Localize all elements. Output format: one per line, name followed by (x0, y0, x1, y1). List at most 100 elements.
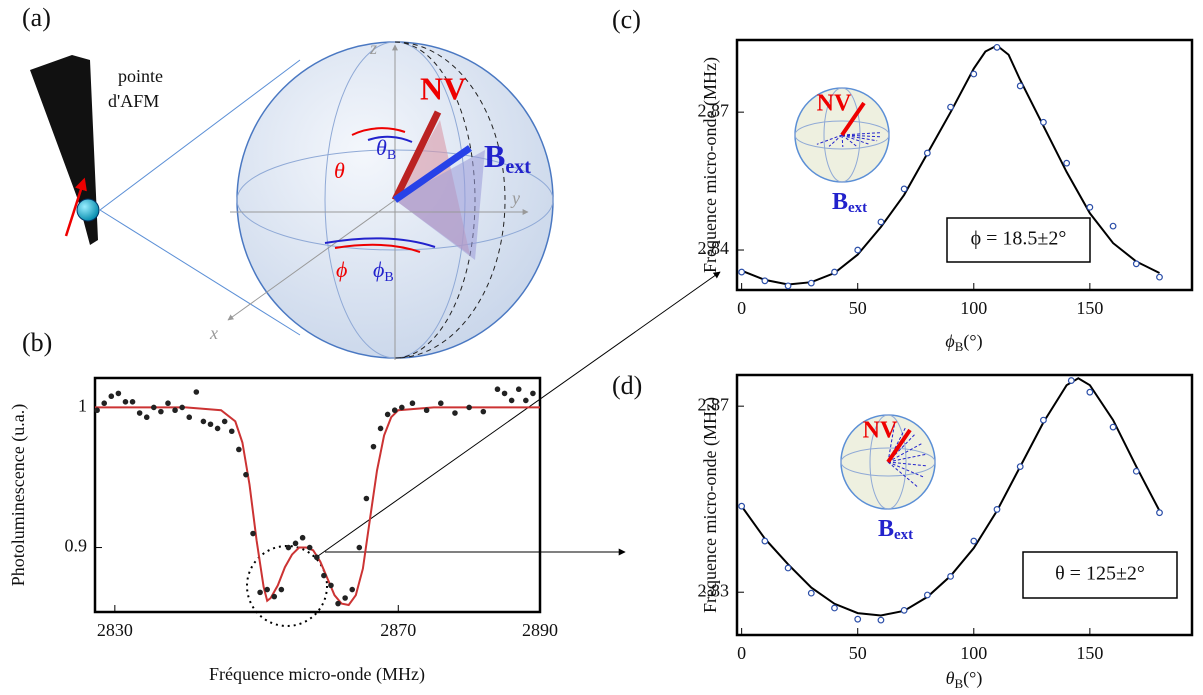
panel-label: (b) (22, 328, 52, 357)
data-point (94, 407, 100, 414)
data-point (1109, 423, 1117, 431)
data-point (349, 586, 356, 593)
data-point (409, 400, 416, 407)
bext-symbol: B (832, 189, 848, 215)
inset-field-arrow (887, 461, 919, 489)
data-point (158, 408, 164, 415)
data-point (292, 540, 299, 547)
x-tick-label: 0 (737, 298, 746, 318)
data-point (165, 400, 171, 407)
theta-b-arc (367, 135, 413, 143)
data-point (122, 399, 129, 405)
link-arrow (317, 271, 721, 557)
data-point (437, 400, 444, 407)
data-point (761, 277, 769, 285)
data-point (923, 591, 931, 599)
data-point (993, 506, 1001, 513)
data-point (530, 390, 536, 397)
data-point (264, 586, 270, 593)
x-axis-label-unit: (°) (963, 668, 982, 689)
data-point (108, 393, 115, 400)
data-point (1086, 388, 1094, 396)
data-point (807, 279, 815, 287)
inset-field-arrow (887, 442, 924, 463)
inset-meridian (823, 87, 861, 183)
data-point (1132, 260, 1140, 268)
data-point (501, 390, 508, 397)
angle-label: θB (376, 135, 396, 163)
plot-frame (93, 376, 542, 614)
data-point (257, 589, 263, 596)
nv-label: NV (420, 70, 466, 106)
bext-arrow (393, 145, 472, 203)
angle-symbol: ϕ (336, 257, 347, 282)
angle-sub: B (387, 148, 396, 163)
x-axis-label-symbol: ϕ (945, 331, 954, 351)
theta-arc (351, 127, 406, 136)
data-point (1156, 273, 1163, 281)
inset-field-arrow (816, 134, 843, 145)
data-point (101, 400, 108, 407)
inset-nv-label: NV (817, 91, 852, 117)
data-point (186, 414, 193, 421)
angle-sub: B (384, 270, 393, 285)
data-point (738, 502, 746, 510)
inset-field-arrow (887, 453, 928, 463)
inset-equator (794, 120, 890, 150)
plot-frame (735, 38, 1194, 292)
data-point (391, 407, 398, 414)
fit-line (740, 377, 1161, 617)
data-point (278, 586, 285, 593)
data-point (399, 404, 405, 411)
data-point (761, 537, 769, 545)
data-point (900, 185, 908, 193)
annotation: ϕ = 18.5±2° (971, 228, 1067, 250)
y-axis-label: Fréquence micro-onde (MHz) (700, 57, 721, 273)
data-point (1040, 118, 1047, 126)
x-axis-label-unit: (°) (963, 331, 982, 352)
tip-label: d'AFM (108, 91, 159, 111)
tip-arrow (64, 177, 87, 237)
plot-frame (735, 373, 1194, 637)
data-point (508, 397, 515, 404)
bext-symbol: B (484, 138, 505, 174)
fit-line (741, 44, 1160, 286)
data-point (299, 534, 306, 541)
axis-label: y (510, 188, 520, 208)
x-tick-label: 50 (849, 298, 867, 318)
inset-field-arrow (841, 132, 882, 136)
x-tick-label: 0 (737, 643, 746, 663)
data-point (854, 615, 862, 623)
inset-field-arrow (887, 461, 928, 467)
data-point (466, 404, 472, 411)
x-tick-label: 150 (1076, 643, 1103, 663)
x-tick-label: 150 (1076, 298, 1103, 318)
axis-label: x (209, 323, 218, 343)
axis-label: z (369, 38, 377, 58)
data-point (947, 103, 954, 111)
data-point (271, 593, 278, 600)
zoom-line (99, 209, 301, 336)
data-point (900, 606, 908, 614)
y-tick-label: 2.87 (698, 394, 730, 414)
data-point (1067, 377, 1075, 384)
data-point (480, 408, 487, 415)
diagram-a: (a) pointe d'AFM z y x NV Bext θB θ ϕ ϕB (22, 3, 554, 360)
data-point (193, 389, 200, 395)
data-point (1016, 463, 1024, 471)
data-point (214, 425, 221, 432)
data-point (1086, 203, 1094, 211)
x-tick-label: 100 (960, 643, 987, 663)
angle-label: ϕ (336, 257, 347, 282)
data-point (1063, 159, 1071, 167)
data-point (877, 616, 885, 624)
phi-b-arc (324, 237, 436, 248)
inset-field-arrow (841, 134, 844, 148)
data-point (328, 582, 334, 589)
x-tick-label: 2890 (522, 620, 558, 640)
data-point (115, 390, 122, 397)
data-point (384, 411, 391, 418)
data-point (970, 70, 978, 78)
data-point (523, 397, 529, 404)
data-point (250, 530, 256, 537)
